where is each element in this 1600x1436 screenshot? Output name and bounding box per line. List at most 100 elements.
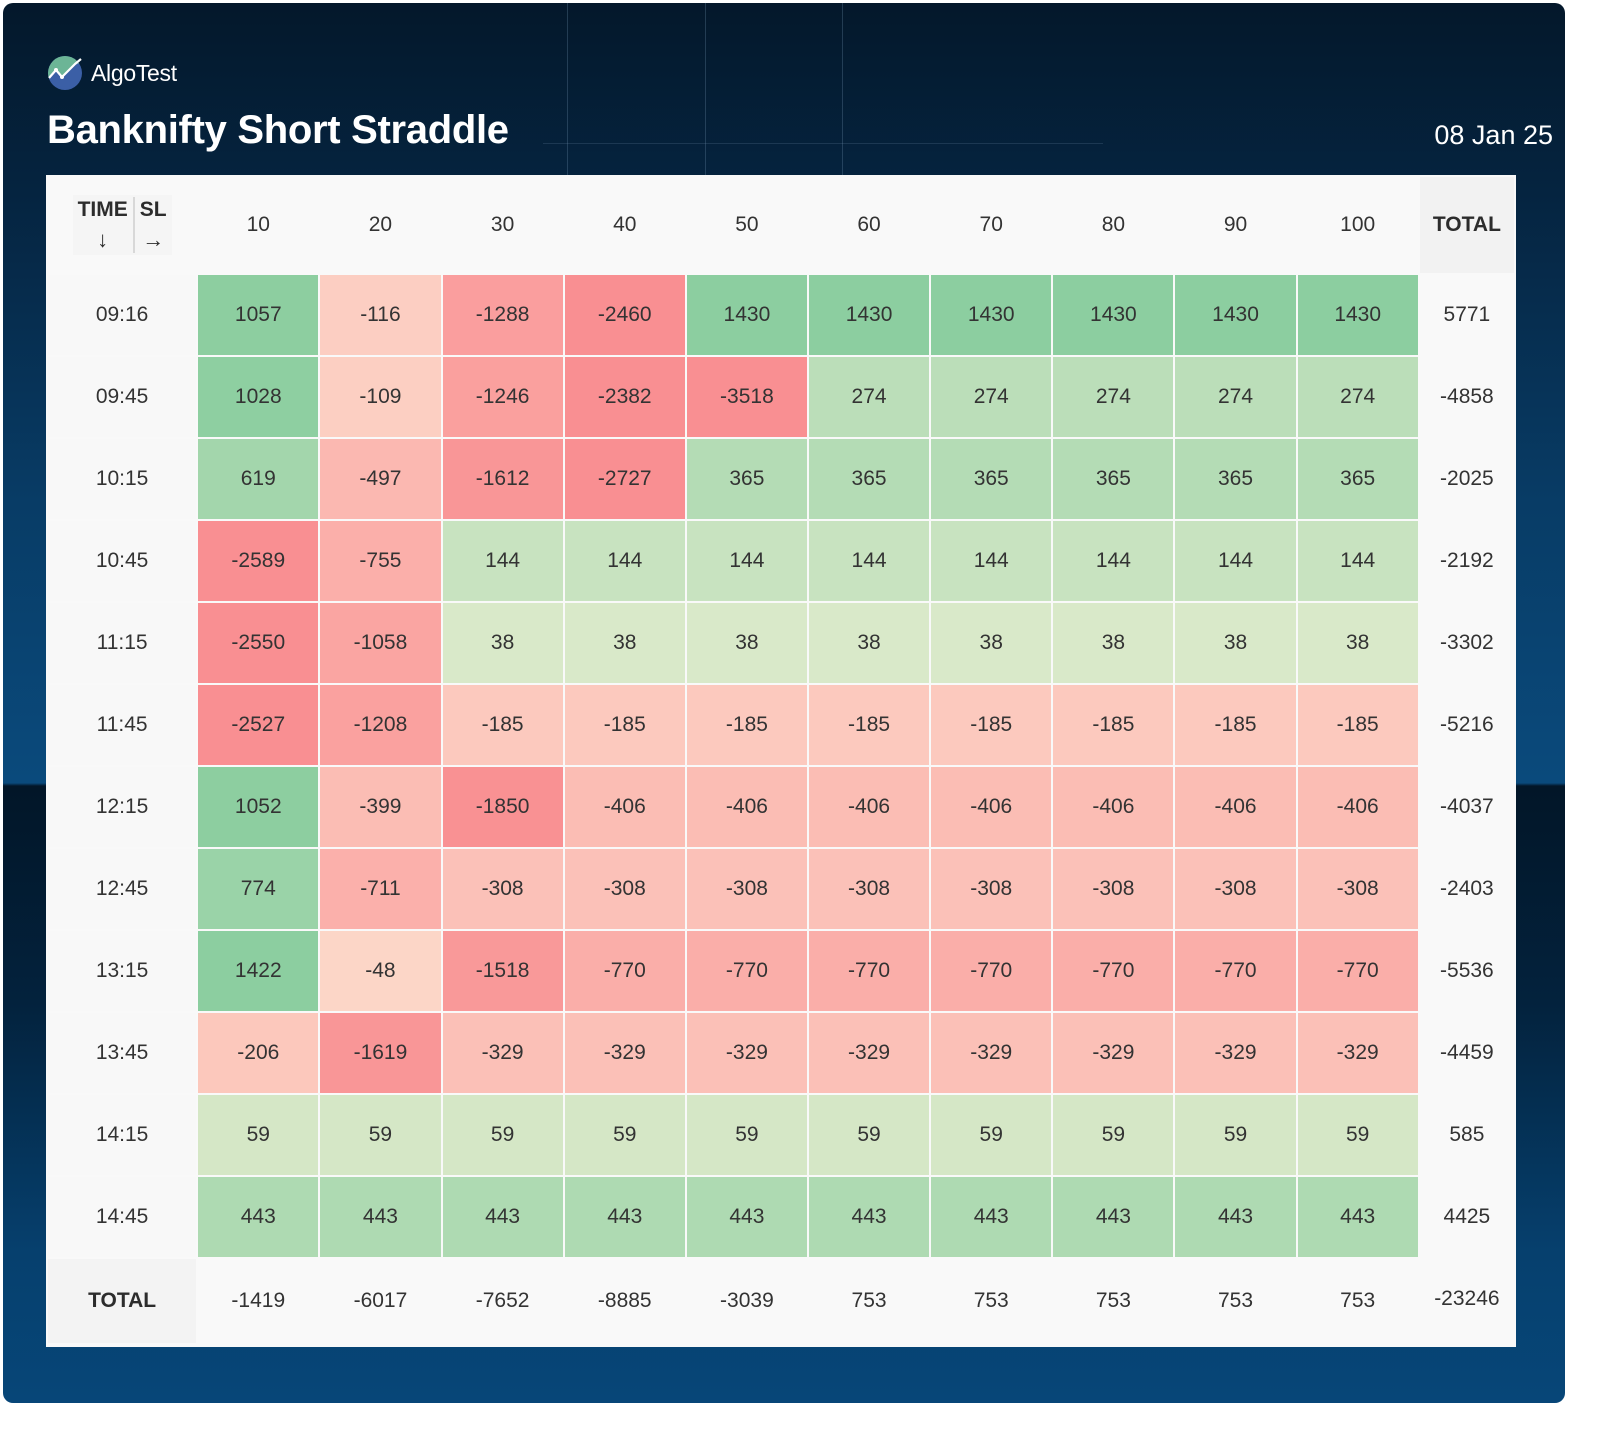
heatmap-cell: -329: [686, 1013, 807, 1093]
corner-header: TIME ↓ SL →: [48, 177, 197, 273]
row-totals-header: TOTAL: [1419, 177, 1514, 273]
chart-line-logo-icon: [48, 56, 82, 90]
heatmap-cell: -116: [320, 275, 441, 355]
heatmap-cell: -755: [320, 521, 441, 601]
heatmap-cell: -406: [686, 767, 807, 847]
heatmap-cell: 38: [564, 603, 685, 683]
arrow-down-icon: ↓: [97, 227, 109, 252]
heatmap-cell: -1619: [320, 1013, 441, 1093]
table-row: 14:15 59 59 59 59 59 59 59 59 59 59 585: [48, 1095, 1514, 1175]
heatmap-cell: -206: [198, 1013, 319, 1093]
heatmap-table-container: TIME ↓ SL → 10 20 30 40 50 60 70 80 90 100 TOTAL 0…: [46, 175, 1516, 1347]
table-row: 09:16 1057 -116 -1288 -2460 1430 1430 1430 1430 1…: [48, 275, 1514, 355]
corner-divider: [132, 197, 135, 253]
heatmap-cell: 38: [931, 603, 1052, 683]
heatmap-cell: 443: [198, 1177, 319, 1257]
heatmap-cell: -1288: [442, 275, 563, 355]
column-total-cell: -7652: [442, 1259, 563, 1343]
heatmap-cell: -329: [564, 1013, 685, 1093]
heatmap-cell: -406: [931, 767, 1052, 847]
heatmap-cell: 365: [1297, 439, 1418, 519]
heatmap-table: TIME ↓ SL → 10 20 30 40 50 60 70 80 90 100 TOTAL 0…: [46, 175, 1516, 1345]
arrow-right-icon: →: [142, 227, 165, 252]
heatmap-cell: 59: [808, 1095, 930, 1175]
heatmap-cell: -2589: [198, 521, 319, 601]
heatmap-cell: 1430: [808, 275, 930, 355]
row-header-time: 13:45: [48, 1013, 197, 1093]
heatmap-cell: -329: [1053, 1013, 1174, 1093]
heatmap-cell: 144: [1175, 521, 1296, 601]
heatmap-cell: 59: [1297, 1095, 1418, 1175]
heatmap-cell: 144: [931, 521, 1052, 601]
heatmap-cell: -308: [564, 849, 685, 929]
heatmap-cell: -48: [320, 931, 441, 1011]
heatmap-cell: 59: [564, 1095, 685, 1175]
page-title: Banknifty Short Straddle: [47, 108, 509, 152]
table-row: 14:45 443 443 443 443 443 443 443 443 443 443 4425: [48, 1177, 1514, 1257]
heatmap-cell: 365: [686, 439, 807, 519]
decorative-gridline: [842, 3, 843, 181]
column-total-cell: 753: [1053, 1259, 1174, 1343]
heatmap-cell: -185: [1175, 685, 1296, 765]
heatmap-cell: 38: [808, 603, 930, 683]
heatmap-cell: -329: [442, 1013, 563, 1093]
row-total-cell: 5771: [1419, 275, 1514, 355]
row-header-time: 11:15: [48, 603, 197, 683]
row-total-cell: -5216: [1419, 685, 1514, 765]
row-header-time: 09:45: [48, 357, 197, 437]
heatmap-cell: -329: [808, 1013, 930, 1093]
heatmap-cell: -406: [1297, 767, 1418, 847]
column-total-cell: 753: [1175, 1259, 1296, 1343]
heatmap-cell: 59: [1053, 1095, 1174, 1175]
row-header-time: 09:16: [48, 275, 197, 355]
heatmap-cell: -770: [808, 931, 930, 1011]
column-totals-row: TOTAL -1419 -6017 -7652 -8885 -3039 753 753 753…: [48, 1259, 1514, 1343]
heatmap-cell: -308: [808, 849, 930, 929]
column-header-sl: 80: [1053, 177, 1174, 273]
heatmap-cell: 619: [198, 439, 319, 519]
grand-total-cell: -23246: [1419, 1259, 1514, 1343]
table-row: 13:15 1422 -48 -1518 -770 -770 -770 -770 -770 -77…: [48, 931, 1514, 1011]
table-row: 10:15 619 -497 -1612 -2727 365 365 365 365 365 365…: [48, 439, 1514, 519]
table-row: 10:45 -2589 -755 144 144 144 144 144 144 144 144 -2…: [48, 521, 1514, 601]
heatmap-cell: 774: [198, 849, 319, 929]
row-header-time: 14:45: [48, 1177, 197, 1257]
heatmap-cell: 443: [808, 1177, 930, 1257]
heatmap-cell: -770: [1297, 931, 1418, 1011]
table-row: 12:15 1052 -399 -1850 -406 -406 -406 -406 -406 -4…: [48, 767, 1514, 847]
heatmap-cell: 59: [198, 1095, 319, 1175]
heatmap-cell: -2550: [198, 603, 319, 683]
heatmap-cell: 443: [686, 1177, 807, 1257]
heatmap-cell: -1208: [320, 685, 441, 765]
column-header-sl: 100: [1297, 177, 1418, 273]
heatmap-cell: -770: [564, 931, 685, 1011]
heatmap-cell: 1430: [1297, 275, 1418, 355]
heatmap-cell: -185: [442, 685, 563, 765]
brand-name: AlgoTest: [91, 59, 177, 86]
table-row: 11:15 -2550 -1058 38 38 38 38 38 38 38 38 -3302: [48, 603, 1514, 683]
row-total-cell: 4425: [1419, 1177, 1514, 1257]
heatmap-cell: -770: [931, 931, 1052, 1011]
heatmap-cell: 274: [808, 357, 930, 437]
heatmap-cell: -308: [931, 849, 1052, 929]
heatmap-cell: 144: [1053, 521, 1174, 601]
column-header-sl: 50: [686, 177, 807, 273]
heatmap-cell: -1518: [442, 931, 563, 1011]
row-total-cell: -4858: [1419, 357, 1514, 437]
heatmap-cell: 274: [1175, 357, 1296, 437]
row-header-time: 10:45: [48, 521, 197, 601]
heatmap-cell: -185: [1297, 685, 1418, 765]
heatmap-cell: 59: [931, 1095, 1052, 1175]
row-total-cell: -3302: [1419, 603, 1514, 683]
heatmap-cell: 274: [1053, 357, 1174, 437]
row-total-cell: -4459: [1419, 1013, 1514, 1093]
heatmap-cell: -770: [1175, 931, 1296, 1011]
heatmap-cell: -3518: [686, 357, 807, 437]
heatmap-cell: 59: [686, 1095, 807, 1175]
heatmap-cell: -329: [1175, 1013, 1296, 1093]
heatmap-cell: -185: [808, 685, 930, 765]
heatmap-cell: 443: [320, 1177, 441, 1257]
heatmap-cell: 59: [1175, 1095, 1296, 1175]
heatmap-cell: -185: [686, 685, 807, 765]
row-total-cell: -2403: [1419, 849, 1514, 929]
